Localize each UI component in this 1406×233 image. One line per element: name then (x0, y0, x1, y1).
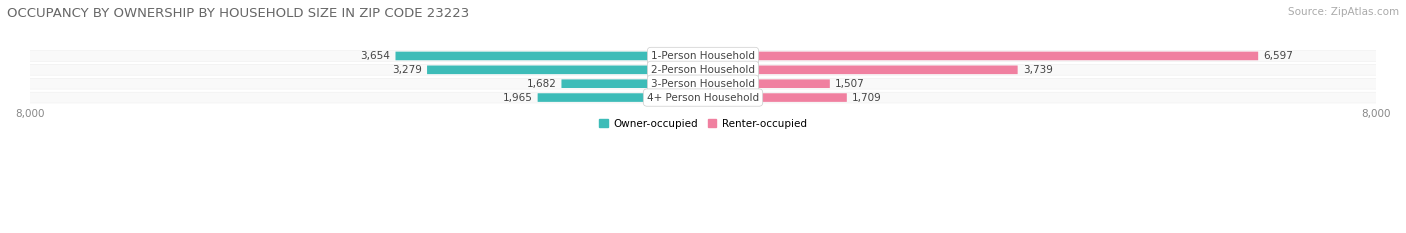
Text: 4+ Person Household: 4+ Person Household (647, 93, 759, 103)
FancyBboxPatch shape (561, 79, 703, 88)
Text: Source: ZipAtlas.com: Source: ZipAtlas.com (1288, 7, 1399, 17)
FancyBboxPatch shape (703, 52, 1258, 60)
Text: 1,709: 1,709 (852, 93, 882, 103)
Text: 1,965: 1,965 (503, 93, 533, 103)
Text: 3-Person Household: 3-Person Household (651, 79, 755, 89)
Text: 6,597: 6,597 (1263, 51, 1294, 61)
FancyBboxPatch shape (30, 93, 1376, 103)
Text: OCCUPANCY BY OWNERSHIP BY HOUSEHOLD SIZE IN ZIP CODE 23223: OCCUPANCY BY OWNERSHIP BY HOUSEHOLD SIZE… (7, 7, 470, 20)
Text: 3,279: 3,279 (392, 65, 422, 75)
FancyBboxPatch shape (30, 50, 1376, 62)
FancyBboxPatch shape (30, 64, 1376, 75)
FancyBboxPatch shape (395, 52, 703, 60)
Text: 3,654: 3,654 (360, 51, 391, 61)
FancyBboxPatch shape (30, 51, 1376, 61)
Text: 3,739: 3,739 (1022, 65, 1053, 75)
FancyBboxPatch shape (30, 65, 1376, 75)
Legend: Owner-occupied, Renter-occupied: Owner-occupied, Renter-occupied (595, 114, 811, 133)
FancyBboxPatch shape (30, 92, 1376, 103)
FancyBboxPatch shape (703, 65, 1018, 74)
FancyBboxPatch shape (427, 65, 703, 74)
Text: 2-Person Household: 2-Person Household (651, 65, 755, 75)
Text: 1,682: 1,682 (526, 79, 557, 89)
FancyBboxPatch shape (703, 93, 846, 102)
FancyBboxPatch shape (30, 78, 1376, 89)
Text: 1,507: 1,507 (835, 79, 865, 89)
FancyBboxPatch shape (30, 79, 1376, 89)
FancyBboxPatch shape (537, 93, 703, 102)
Text: 1-Person Household: 1-Person Household (651, 51, 755, 61)
FancyBboxPatch shape (703, 79, 830, 88)
